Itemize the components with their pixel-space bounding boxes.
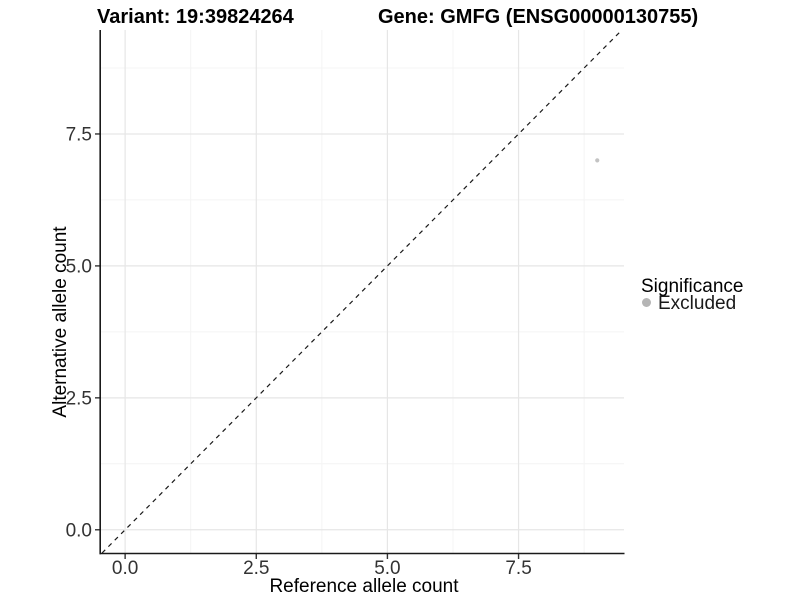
y-tick-label: 7.5 [66,124,92,145]
data-point [595,158,600,163]
identity-dashed-line [101,29,623,554]
legend-item-label: Excluded [658,293,736,314]
x-axis-title: Reference allele count [269,576,459,597]
y-tick-label: 0.0 [66,520,92,541]
grid-major-lines [101,30,624,553]
plot-title-variant: Variant: 19:39824264 [97,6,295,28]
data-series-layer [101,29,623,554]
x-tick-label: 0.0 [112,558,138,579]
x-tick-label: 2.5 [243,558,269,579]
legend-title: Significance [641,276,743,297]
x-tick-label: 5.0 [374,558,400,579]
plot-title-gene: Gene: GMFG (ENSG00000130755) [378,6,698,28]
axis-tick-labels: 0.0 2.5 5.0 7.5 0.0 2.5 5.0 7.5 [66,124,532,579]
x-tick-label: 7.5 [505,558,531,579]
y-tick-label: 5.0 [66,256,92,277]
grid-minor-lines [101,30,624,553]
legend: Significance Excluded [641,276,743,314]
y-tick-label: 2.5 [66,388,92,409]
y-axis-title: Alternative allele count [50,226,71,418]
legend-key-dot [642,298,651,307]
axis-tick-marks [95,133,520,559]
